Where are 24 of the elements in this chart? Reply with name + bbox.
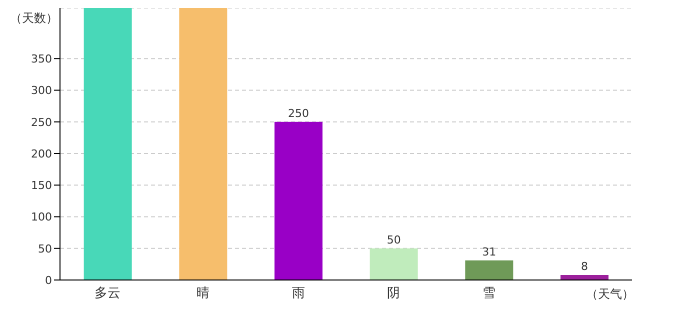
- bar: [465, 260, 514, 280]
- data-label: 31: [482, 245, 496, 258]
- y-tick-label: 150: [31, 179, 52, 192]
- y-axis-title: （天数）: [10, 11, 58, 25]
- y-tick-label: 350: [31, 52, 52, 66]
- data-label: 8: [581, 260, 588, 273]
- bar: [274, 122, 322, 280]
- x-tick-label: 多云: [94, 286, 121, 302]
- y-tick-label: 100: [31, 210, 52, 224]
- y-tick-label: 50: [38, 242, 52, 256]
- y-tick-label: 200: [31, 147, 52, 160]
- data-label: 250: [288, 106, 309, 120]
- x-tick-label: 雪: [482, 286, 496, 302]
- data-label: 50: [386, 233, 401, 246]
- x-tick-label: 雨: [292, 286, 305, 302]
- x-tick-label: 晴: [196, 286, 210, 302]
- bar: [84, 8, 132, 280]
- y-tick-label: 300: [31, 84, 52, 98]
- bar: [179, 8, 228, 280]
- bar: [370, 248, 418, 280]
- x-axis-title: （天气）: [586, 287, 634, 301]
- y-tick-label: 250: [31, 116, 52, 129]
- x-tick-label: 阴: [387, 286, 400, 302]
- y-tick-label: 0: [45, 274, 52, 287]
